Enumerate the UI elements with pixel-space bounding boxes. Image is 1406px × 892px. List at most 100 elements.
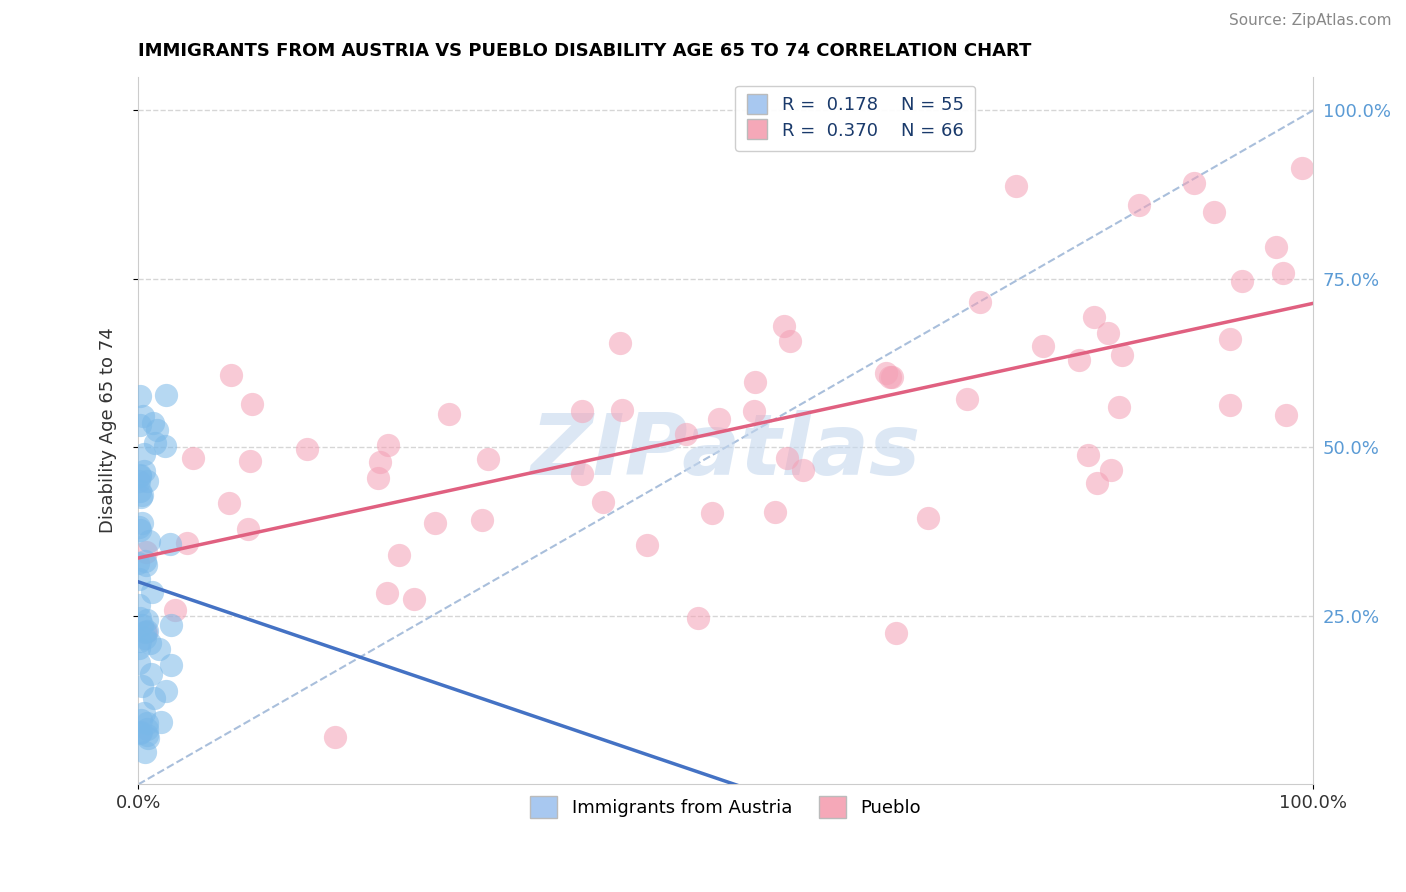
Point [128,598,150,612]
Point [142,690,165,705]
Point [131,618,153,632]
Point [131,491,153,505]
Point [609,336,631,351]
Point [218,496,240,510]
Point [134,631,156,645]
Point [238,522,260,536]
Point [1274,408,1296,422]
Point [128,520,150,534]
Point [969,294,991,309]
Point [129,468,152,483]
Point [1108,400,1130,414]
Point [129,484,152,499]
Point [159,537,181,551]
Point [136,624,159,638]
Point [297,442,319,456]
Point [471,513,494,527]
Point [917,511,939,525]
Point [134,745,156,759]
Point [160,617,183,632]
Point [131,488,153,502]
Point [131,679,153,693]
Point [477,452,499,467]
Point [181,451,204,466]
Point [1271,266,1294,280]
Point [146,423,169,437]
Point [367,471,389,485]
Point [131,516,153,531]
Point [1230,274,1253,288]
Point [610,403,633,417]
Point [368,454,391,468]
Point [423,516,446,531]
Point [1265,240,1288,254]
Point [132,706,155,720]
Point [404,592,426,607]
Point [1111,348,1133,362]
Point [1291,161,1313,175]
Point [129,388,152,402]
Point [744,376,766,390]
Point [128,611,150,625]
Point [127,556,149,570]
Point [155,388,177,402]
Point [571,403,593,417]
Point [1083,310,1105,324]
Point [776,451,799,466]
Point [155,683,177,698]
Point [1097,326,1119,340]
Text: ZIPatlas: ZIPatlas [530,410,921,493]
Point [153,439,176,453]
Point [128,634,150,648]
Point [240,397,263,411]
Point [700,506,723,520]
Point [387,548,409,562]
Point [744,403,766,417]
Point [1077,448,1099,462]
Point [128,469,150,483]
Point [128,573,150,587]
Point [707,412,730,426]
Point [636,538,658,552]
Point [142,417,165,431]
Point [129,726,152,740]
Point [135,558,157,572]
Point [884,626,907,640]
Point [139,666,162,681]
Point [139,636,162,650]
Point [875,366,897,380]
Point [1032,339,1054,353]
Point [135,716,157,731]
Point [1004,178,1026,193]
Point [1219,332,1241,346]
Point [132,464,155,478]
Point [880,369,903,384]
Point [129,523,152,537]
Point [377,438,399,452]
Point [323,730,346,744]
Point [129,417,152,432]
Point [375,586,398,600]
Point [437,408,460,422]
Point [132,447,155,461]
Point [135,625,157,640]
Point [688,610,710,624]
Point [792,463,814,477]
Point [763,505,786,519]
Point [131,725,153,739]
Point [176,536,198,550]
Point [239,453,262,467]
Point [141,585,163,599]
Point [592,495,614,509]
Point [135,545,157,559]
Text: IMMIGRANTS FROM AUSTRIA VS PUEBLO DISABILITY AGE 65 TO 74 CORRELATION CHART: IMMIGRANTS FROM AUSTRIA VS PUEBLO DISABI… [138,42,1032,60]
Point [779,334,801,349]
Point [1202,205,1225,219]
Point [149,715,172,730]
Point [138,533,160,548]
Legend: Immigrants from Austria, Pueblo: Immigrants from Austria, Pueblo [523,789,928,825]
Text: Source: ZipAtlas.com: Source: ZipAtlas.com [1229,13,1392,29]
Point [772,318,794,333]
Point [138,731,160,745]
Point [1219,398,1241,412]
